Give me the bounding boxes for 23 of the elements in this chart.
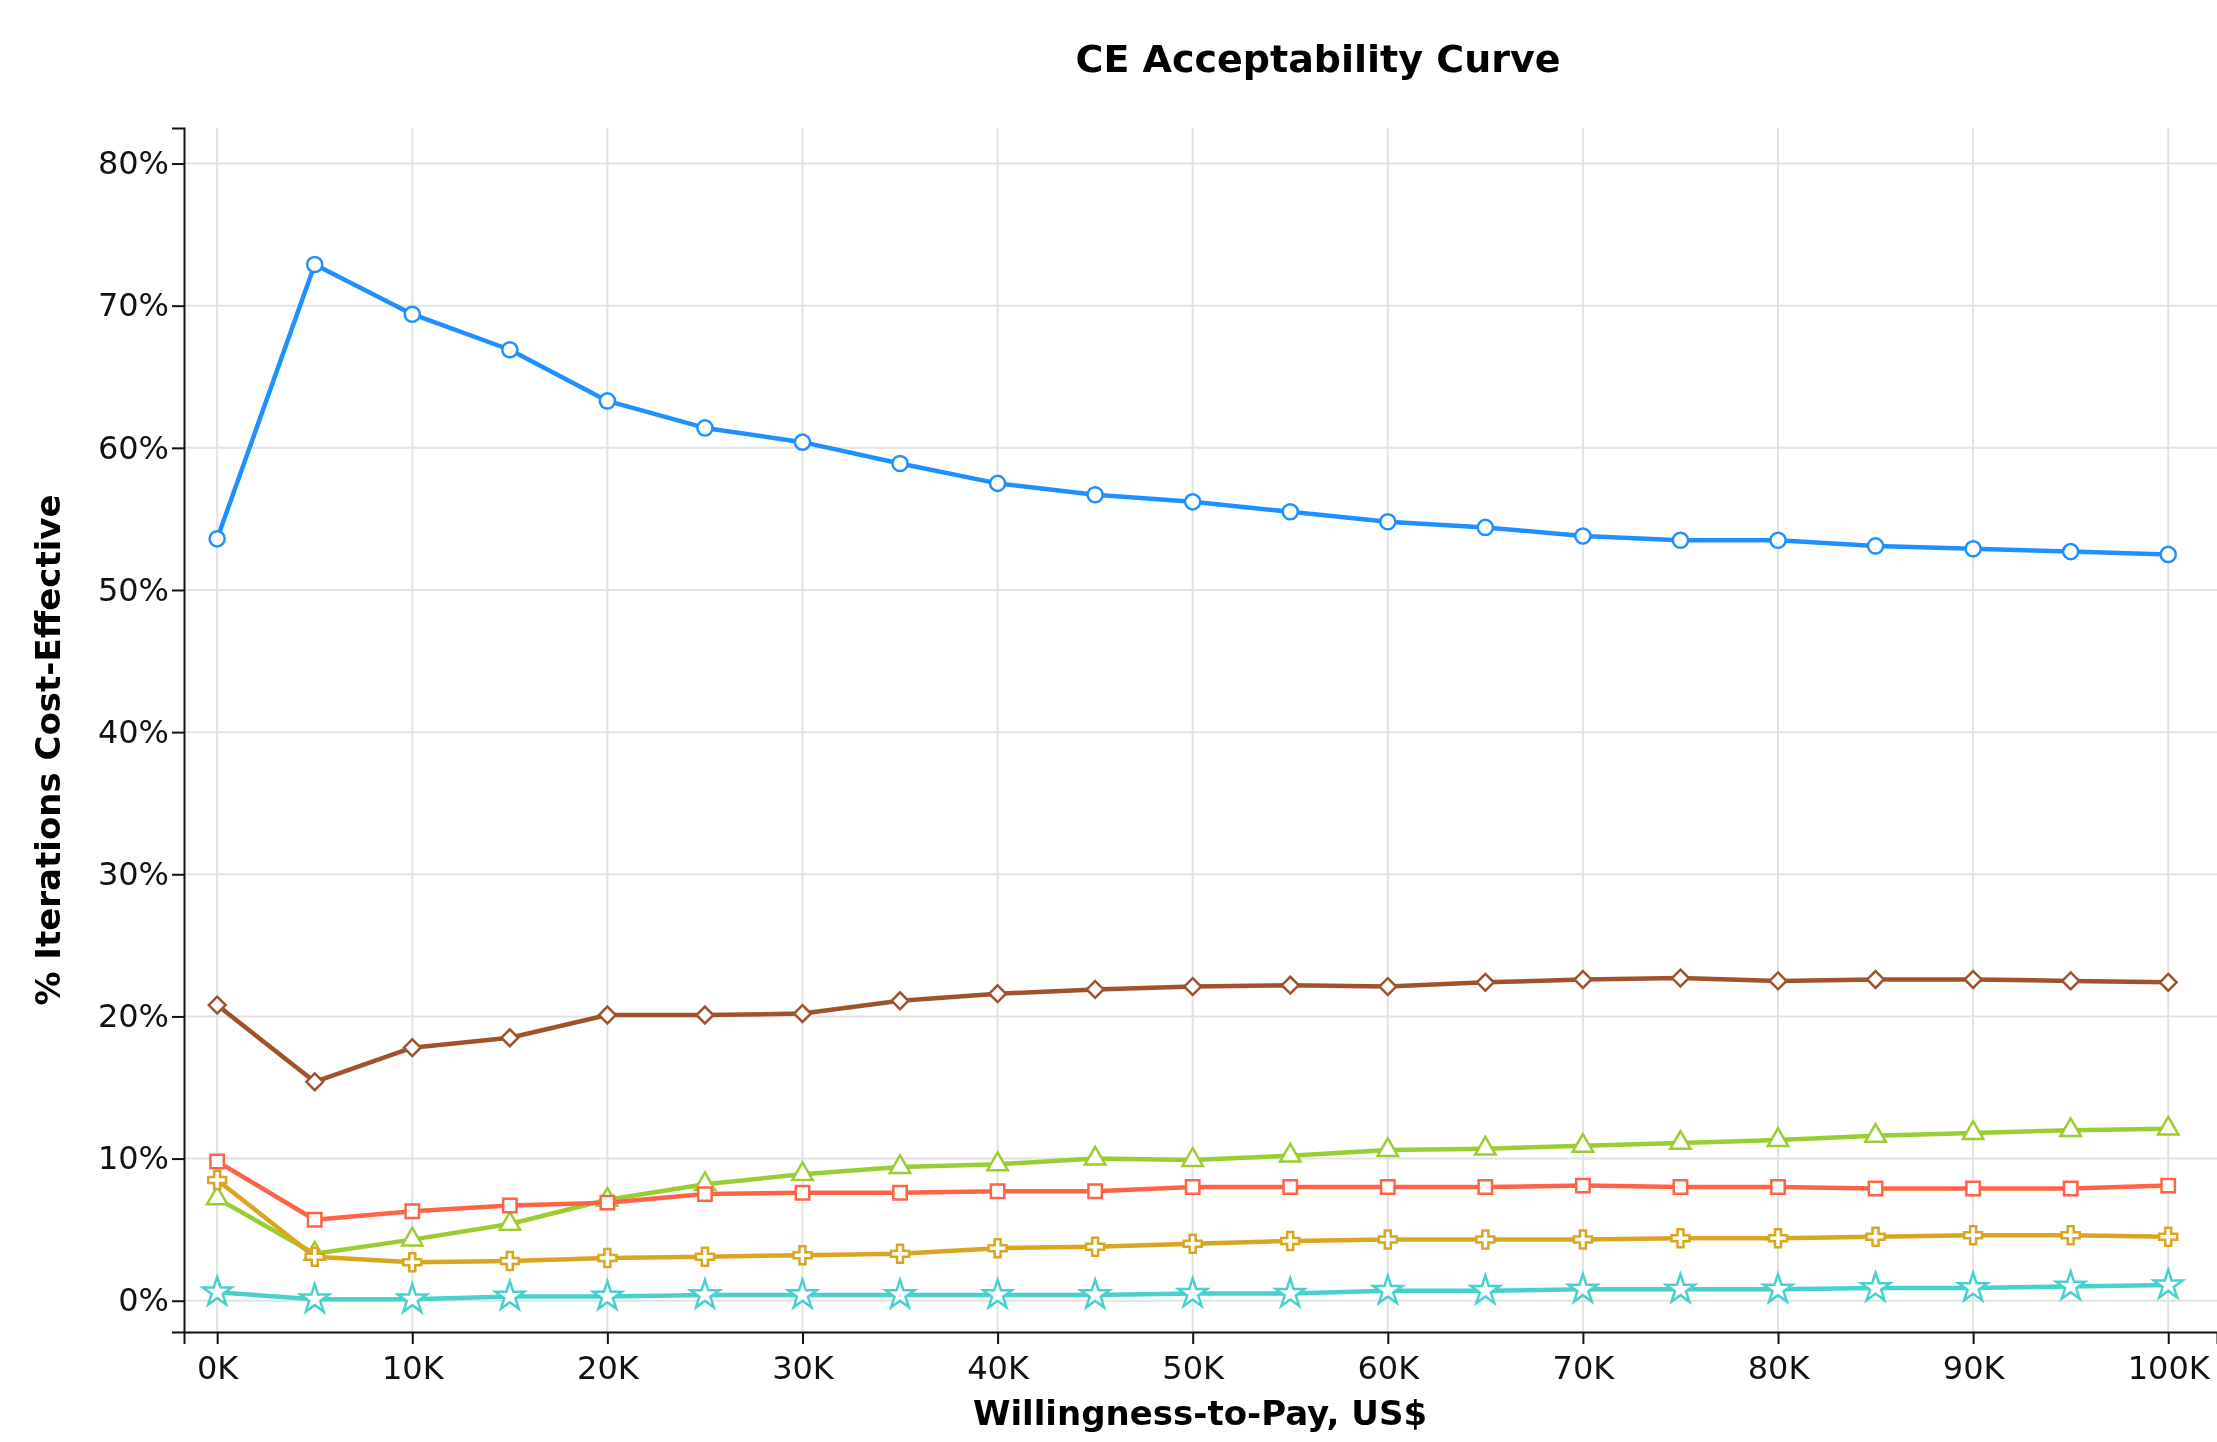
y-tick-label: 80% [97,144,169,183]
x-tick-label: 80K [1747,1349,1811,1387]
x-axis-title: Willingness-to-Pay, US$ [972,1393,1428,1433]
y-tick-label: 20% [97,997,169,1036]
y-tick-label: 70% [97,286,169,325]
x-tick-label: 0K [197,1349,240,1387]
y-tick-label: 60% [97,428,169,467]
y-tick-label: 0% [118,1281,169,1320]
x-tick-label: 70K [1552,1349,1616,1387]
chart-title: CE Acceptability Curve [1075,37,1561,81]
x-tick-label: 30K [772,1349,835,1387]
x-tick-label: 50K [1162,1349,1226,1387]
y-tick-label: 50% [97,570,169,609]
y-tick-label: 40% [97,712,169,751]
y-axis-title: % Iterations Cost-Effective [28,494,68,1006]
x-tick-label: 20K [577,1349,640,1387]
x-tick-label: 10K [381,1349,445,1387]
y-tick-label: 10% [97,1139,169,1178]
y-tick-label: 30% [97,855,169,894]
x-tick-label: 90K [1942,1349,2006,1387]
x-tick-label: 60K [1357,1349,1421,1387]
x-tick-label: 40K [967,1349,1030,1387]
x-tick-label: 100K [2127,1349,2211,1387]
